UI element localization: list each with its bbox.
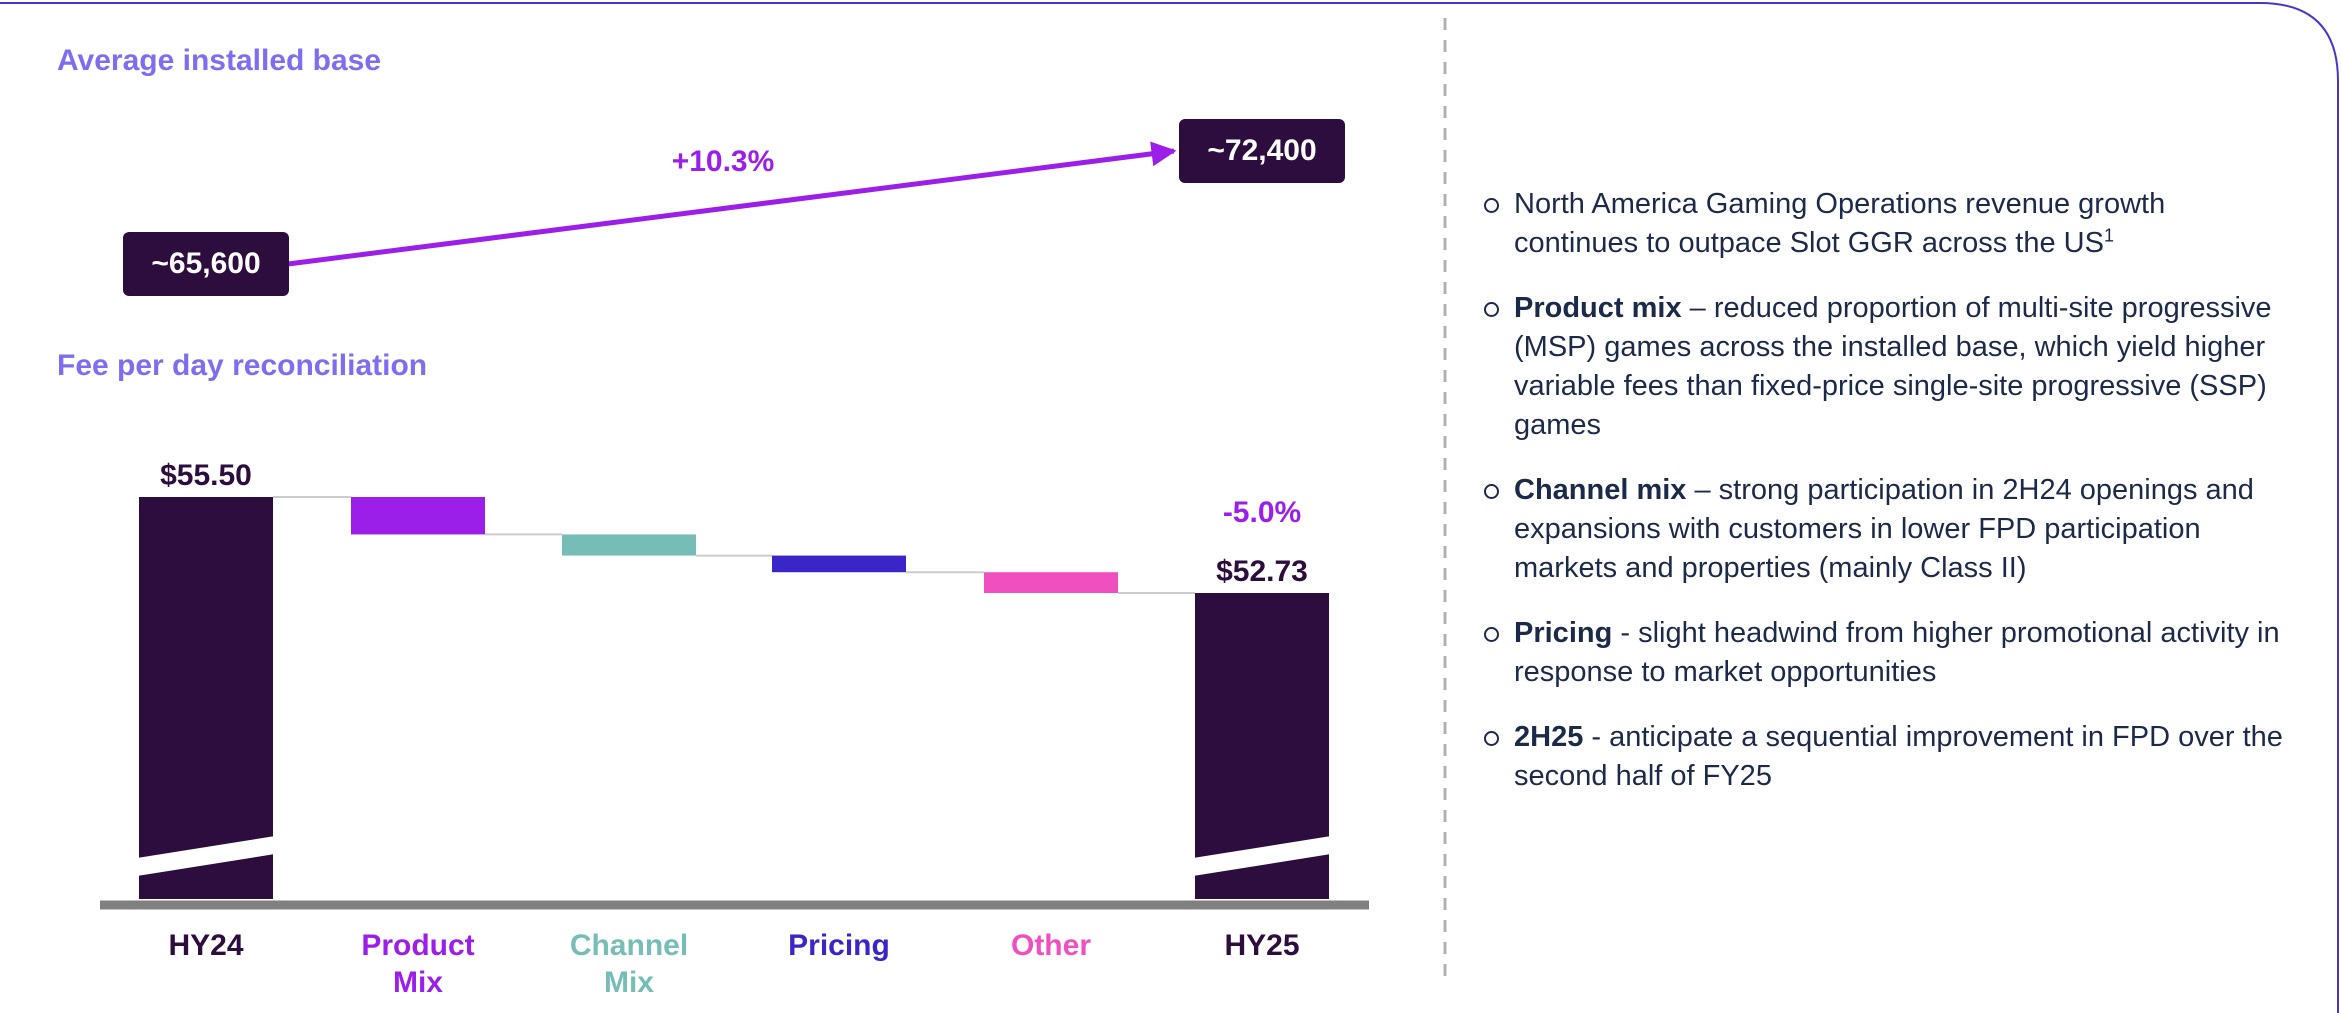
value-label: $55.50: [160, 459, 252, 492]
annotation: +10.3%: [672, 145, 775, 178]
x-tick-label: HY24: [168, 929, 244, 962]
value-box: [1179, 119, 1345, 183]
value-label: ~65,600: [151, 247, 260, 280]
x-tick-label: Other: [1010, 929, 1091, 962]
value-label: $52.73: [1216, 555, 1308, 588]
x-tick-label: Pricing: [788, 929, 890, 962]
bullet: Pricing - slight headwind from higher pr…: [1484, 614, 2284, 692]
bar: [772, 555, 906, 573]
bar: [139, 497, 273, 899]
bar: [984, 572, 1118, 594]
axis-break: [137, 836, 275, 876]
value-box: [123, 232, 289, 296]
bullet-lead: Pricing: [1514, 617, 1613, 649]
bar: [562, 534, 696, 556]
bullet-lead: Product mix: [1514, 292, 1682, 324]
footnote-ref: 1: [2103, 225, 2114, 246]
x-tick-label: HY25: [1224, 929, 1300, 962]
value-label: ~72,400: [1207, 134, 1316, 167]
chart-title: Fee per day reconciliation: [57, 349, 428, 382]
bullet-text: - slight headwind from higher promotiona…: [1514, 617, 2280, 688]
axis-break: [1193, 836, 1331, 876]
bullet-text: – reduced proportion of multi-site progr…: [1514, 292, 2272, 441]
bullet: Product mix – reduced proportion of mult…: [1484, 289, 2284, 445]
bullet-list: North America Gaming Operations revenue …: [1484, 185, 2284, 822]
trend-line: [287, 141, 1177, 267]
bullet-text: – strong participation in 2H24 openings …: [1514, 474, 2254, 584]
annotation: -5.0%: [1223, 496, 1301, 529]
bullet-text: - anticipate a sequential improvement in…: [1514, 721, 2283, 792]
x-tick-label: Product Mix: [361, 929, 475, 999]
bullet-lead: 2H25: [1514, 721, 1584, 753]
bullet: North America Gaming Operations revenue …: [1484, 185, 2284, 263]
x-tick-label: Channel Mix: [569, 929, 689, 999]
bullet: 2H25 - anticipate a sequential improveme…: [1484, 718, 2284, 796]
bullet-text: North America Gaming Operations revenue …: [1514, 188, 2166, 259]
bullet: Channel mix – strong participation in 2H…: [1484, 471, 2284, 588]
chart-title: Average installed base: [57, 44, 382, 77]
bar: [351, 497, 485, 535]
bullet-lead: Channel mix: [1514, 474, 1687, 506]
